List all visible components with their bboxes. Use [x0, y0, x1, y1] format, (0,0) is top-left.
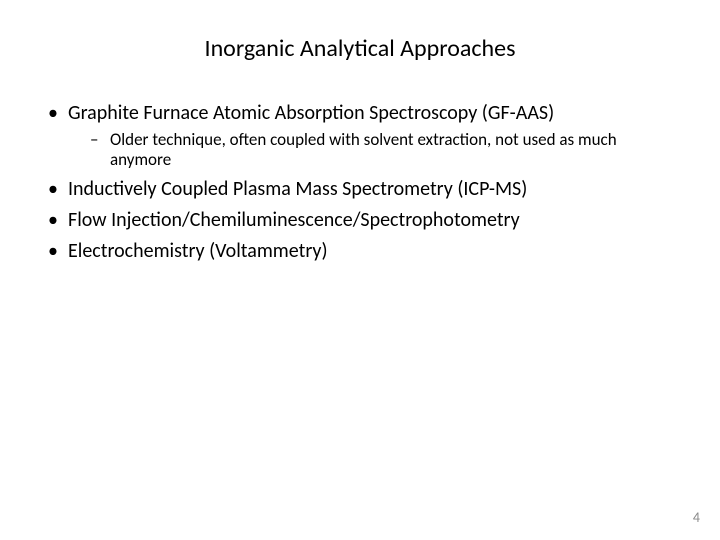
- sub-bullet-text: Older technique, often coupled with solv…: [110, 129, 617, 170]
- bullet-text: Flow Injection/Chemiluminescence/Spectro…: [68, 208, 520, 232]
- sub-bullet-item: Older technique, often coupled with solv…: [80, 130, 680, 171]
- bullet-item: Electrochemistry (Voltammetry): [40, 239, 680, 264]
- bullet-item: Inductively Coupled Plasma Mass Spectrom…: [40, 177, 680, 202]
- bullet-item: Flow Injection/Chemiluminescence/Spectro…: [40, 208, 680, 233]
- slide: Inorganic Analytical Approaches Graphite…: [0, 0, 720, 540]
- bullet-text: Electrochemistry (Voltammetry): [68, 239, 328, 263]
- bullet-text: Graphite Furnace Atomic Absorption Spect…: [68, 101, 554, 125]
- sub-bullet-list: Older technique, often coupled with solv…: [68, 130, 680, 171]
- bullet-item: Graphite Furnace Atomic Absorption Spect…: [40, 101, 680, 171]
- bullet-list: Graphite Furnace Atomic Absorption Spect…: [40, 101, 680, 264]
- slide-title: Inorganic Analytical Approaches: [40, 34, 680, 63]
- page-number: 4: [693, 509, 700, 526]
- bullet-text: Inductively Coupled Plasma Mass Spectrom…: [68, 177, 527, 201]
